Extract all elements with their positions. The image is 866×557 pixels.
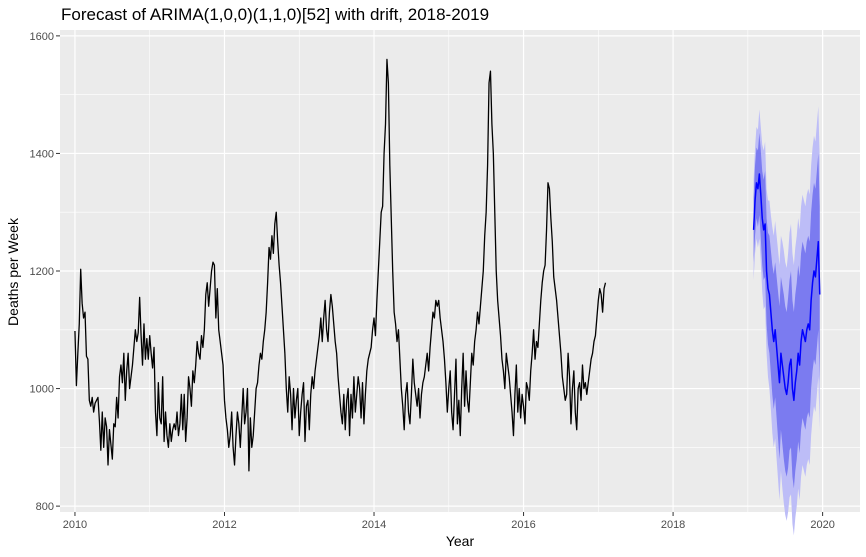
x-tick-label: 2014 bbox=[362, 519, 386, 531]
x-tick-label: 2016 bbox=[511, 519, 535, 531]
x-tick-label: 2018 bbox=[661, 519, 685, 531]
y-tick-label: 1600 bbox=[30, 31, 54, 43]
y-tick-label: 800 bbox=[36, 501, 54, 513]
x-tick-label: 2012 bbox=[212, 519, 236, 531]
forecast-mean-line bbox=[752, 173, 821, 402]
history-series-line bbox=[74, 58, 607, 472]
interval-80-band bbox=[753, 132, 820, 489]
chart-title: Forecast of ARIMA(1,0,0)(1,1,0)[52] with… bbox=[61, 5, 489, 24]
prediction-intervals bbox=[753, 106, 820, 536]
major-gridlines bbox=[60, 30, 860, 512]
series-lines bbox=[74, 58, 821, 472]
y-tick-label: 1200 bbox=[30, 266, 54, 278]
y-tick-label: 1000 bbox=[30, 384, 54, 396]
axis-ticks: 2010 2012 2014 2016 2018 2020 800 1000 1200 1400 1… bbox=[30, 31, 835, 531]
y-axis-title: Deaths per Week bbox=[5, 217, 21, 326]
y-tick-label: 1400 bbox=[30, 148, 54, 160]
x-tick-label: 2010 bbox=[63, 519, 87, 531]
x-tick-label: 2020 bbox=[810, 519, 834, 531]
x-axis-title: Year bbox=[446, 533, 475, 549]
